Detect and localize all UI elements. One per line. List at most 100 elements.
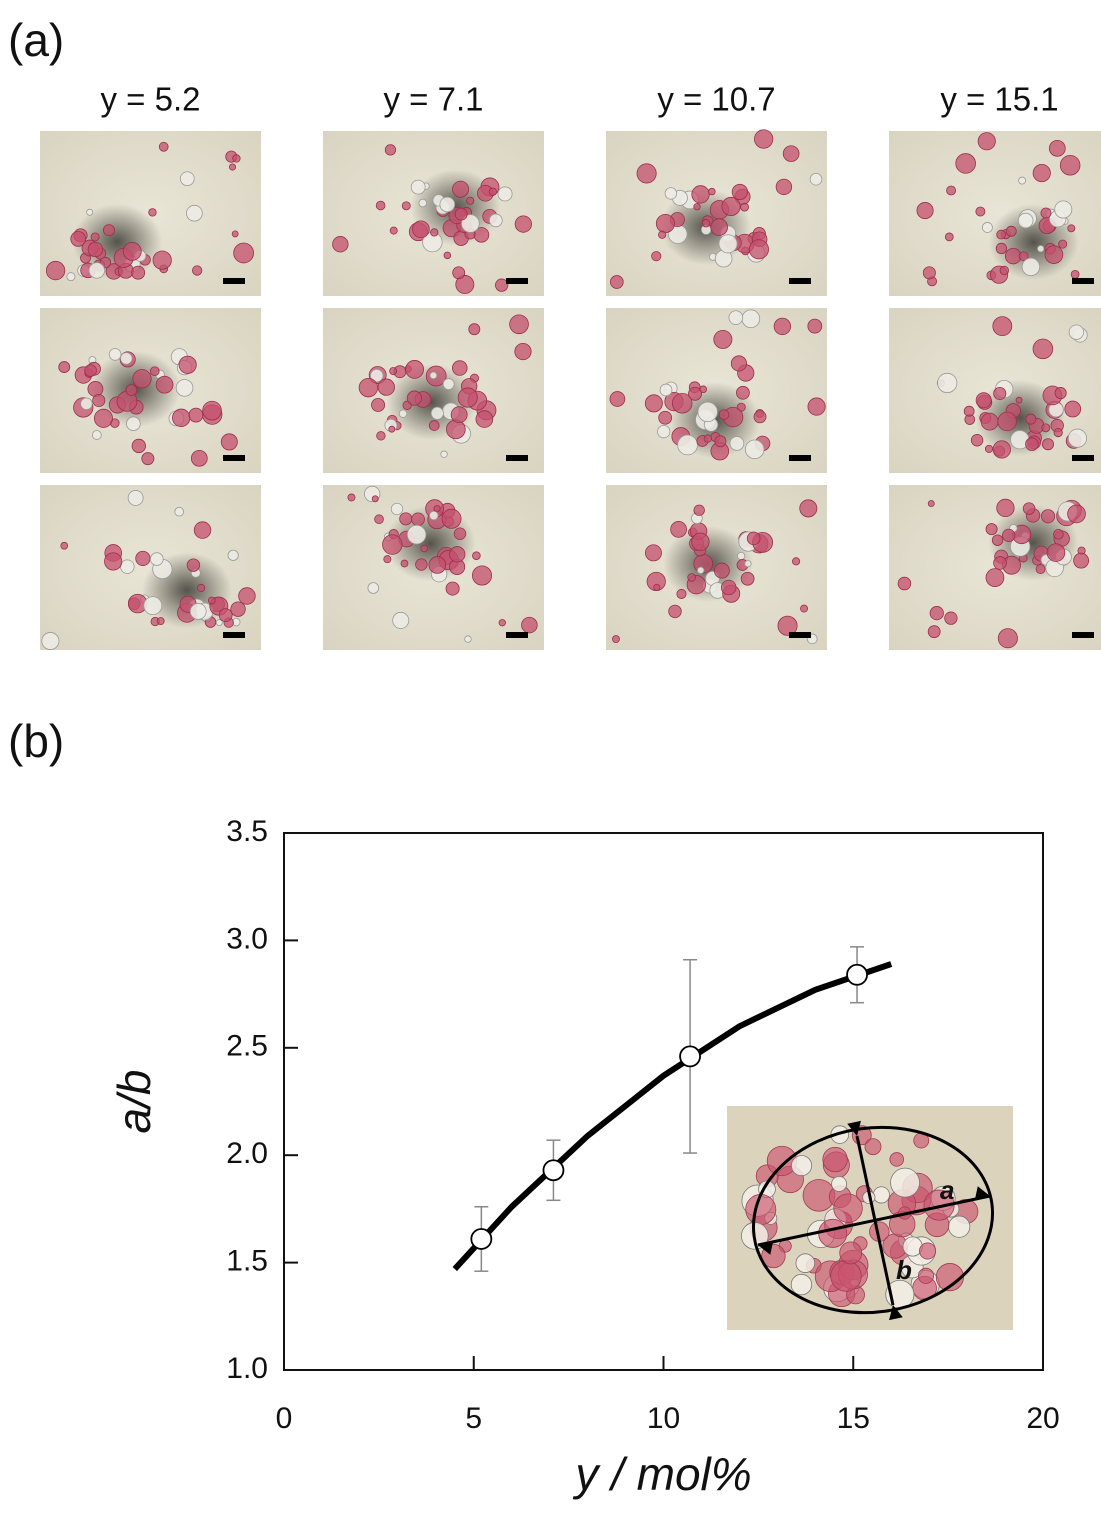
droplet xyxy=(418,198,428,208)
inset-label: a xyxy=(940,1175,954,1205)
droplet xyxy=(922,266,936,280)
y-tick-label: 2.5 xyxy=(226,1030,268,1063)
droplet xyxy=(375,200,386,211)
droplet xyxy=(963,405,975,417)
droplet xyxy=(371,398,386,412)
droplet xyxy=(439,196,456,213)
droplet xyxy=(464,635,472,643)
droplet xyxy=(1018,251,1029,262)
droplet xyxy=(178,355,197,374)
droplet xyxy=(429,371,438,380)
droplet xyxy=(450,406,468,424)
droplet xyxy=(192,265,203,276)
droplet xyxy=(398,409,408,418)
droplet xyxy=(996,229,1006,240)
droplet xyxy=(389,367,398,376)
droplet xyxy=(454,207,468,221)
droplet xyxy=(728,310,744,325)
droplet xyxy=(773,317,792,336)
droplet xyxy=(152,250,172,270)
droplet xyxy=(737,551,746,561)
droplet xyxy=(889,1152,905,1167)
droplet xyxy=(406,524,427,545)
droplet xyxy=(996,498,1015,518)
droplet xyxy=(703,434,712,443)
droplet xyxy=(830,1260,862,1292)
y-tick-label: 3.5 xyxy=(226,815,268,848)
inset-image: ab xyxy=(727,1106,1013,1330)
droplet xyxy=(367,582,380,594)
droplet xyxy=(87,381,104,397)
droplet xyxy=(736,385,750,400)
droplet xyxy=(90,232,100,242)
droplet xyxy=(740,571,755,586)
droplet xyxy=(1048,139,1066,157)
droplet xyxy=(818,1218,848,1248)
micrograph xyxy=(323,131,544,296)
droplet xyxy=(1035,564,1046,574)
droplet xyxy=(668,604,682,619)
droplet xyxy=(718,234,738,254)
micrograph xyxy=(323,308,544,473)
droplet xyxy=(721,196,741,217)
droplet xyxy=(670,521,687,538)
droplet xyxy=(612,635,620,643)
droplet xyxy=(41,632,60,650)
droplet xyxy=(984,444,994,453)
droplet xyxy=(148,208,157,217)
scale-bar xyxy=(789,632,811,638)
droplet xyxy=(791,1155,813,1177)
droplet xyxy=(428,420,440,431)
droplet xyxy=(126,416,141,431)
column-label: y = 5.2 xyxy=(101,81,201,118)
droplet xyxy=(691,185,710,204)
droplet xyxy=(1067,504,1086,524)
droplet xyxy=(1059,154,1081,176)
droplet xyxy=(937,372,958,394)
droplet xyxy=(231,230,239,238)
droplet xyxy=(997,411,1017,432)
scale-bar xyxy=(1072,632,1094,638)
x-tick-label: 20 xyxy=(1026,1402,1059,1435)
droplet xyxy=(992,440,1011,459)
droplet xyxy=(1073,552,1090,569)
droplet xyxy=(975,206,986,217)
droplet xyxy=(993,556,1007,570)
droplet xyxy=(1041,423,1051,433)
droplet xyxy=(45,260,66,281)
droplet xyxy=(981,222,993,233)
droplet xyxy=(405,360,424,379)
droplet xyxy=(1032,164,1051,183)
droplet xyxy=(227,549,239,561)
droplet xyxy=(509,314,529,335)
droplet xyxy=(149,366,160,376)
droplet xyxy=(451,360,468,376)
droplet xyxy=(88,262,106,279)
droplet xyxy=(120,352,133,365)
droplet xyxy=(495,278,509,292)
droplet xyxy=(687,573,696,582)
droplet xyxy=(70,231,87,247)
droplet xyxy=(701,219,711,228)
droplet xyxy=(120,559,135,574)
droplet xyxy=(468,323,481,336)
micrograph xyxy=(889,131,1101,296)
droplet xyxy=(609,391,626,407)
droplet xyxy=(466,196,475,205)
droplet xyxy=(985,568,1005,587)
droplet xyxy=(388,425,396,433)
droplet xyxy=(472,565,493,586)
droplet xyxy=(1002,528,1016,543)
droplet xyxy=(1037,245,1045,253)
droplet xyxy=(929,606,944,621)
droplet xyxy=(995,242,1008,255)
droplet xyxy=(1067,428,1087,448)
droplet xyxy=(150,552,164,566)
micrograph xyxy=(889,485,1101,650)
arrowhead xyxy=(847,1120,861,1136)
droplet xyxy=(744,439,765,460)
droplet xyxy=(428,556,447,574)
x-axis-label: y / mol% xyxy=(572,1448,751,1500)
droplet xyxy=(452,180,470,198)
